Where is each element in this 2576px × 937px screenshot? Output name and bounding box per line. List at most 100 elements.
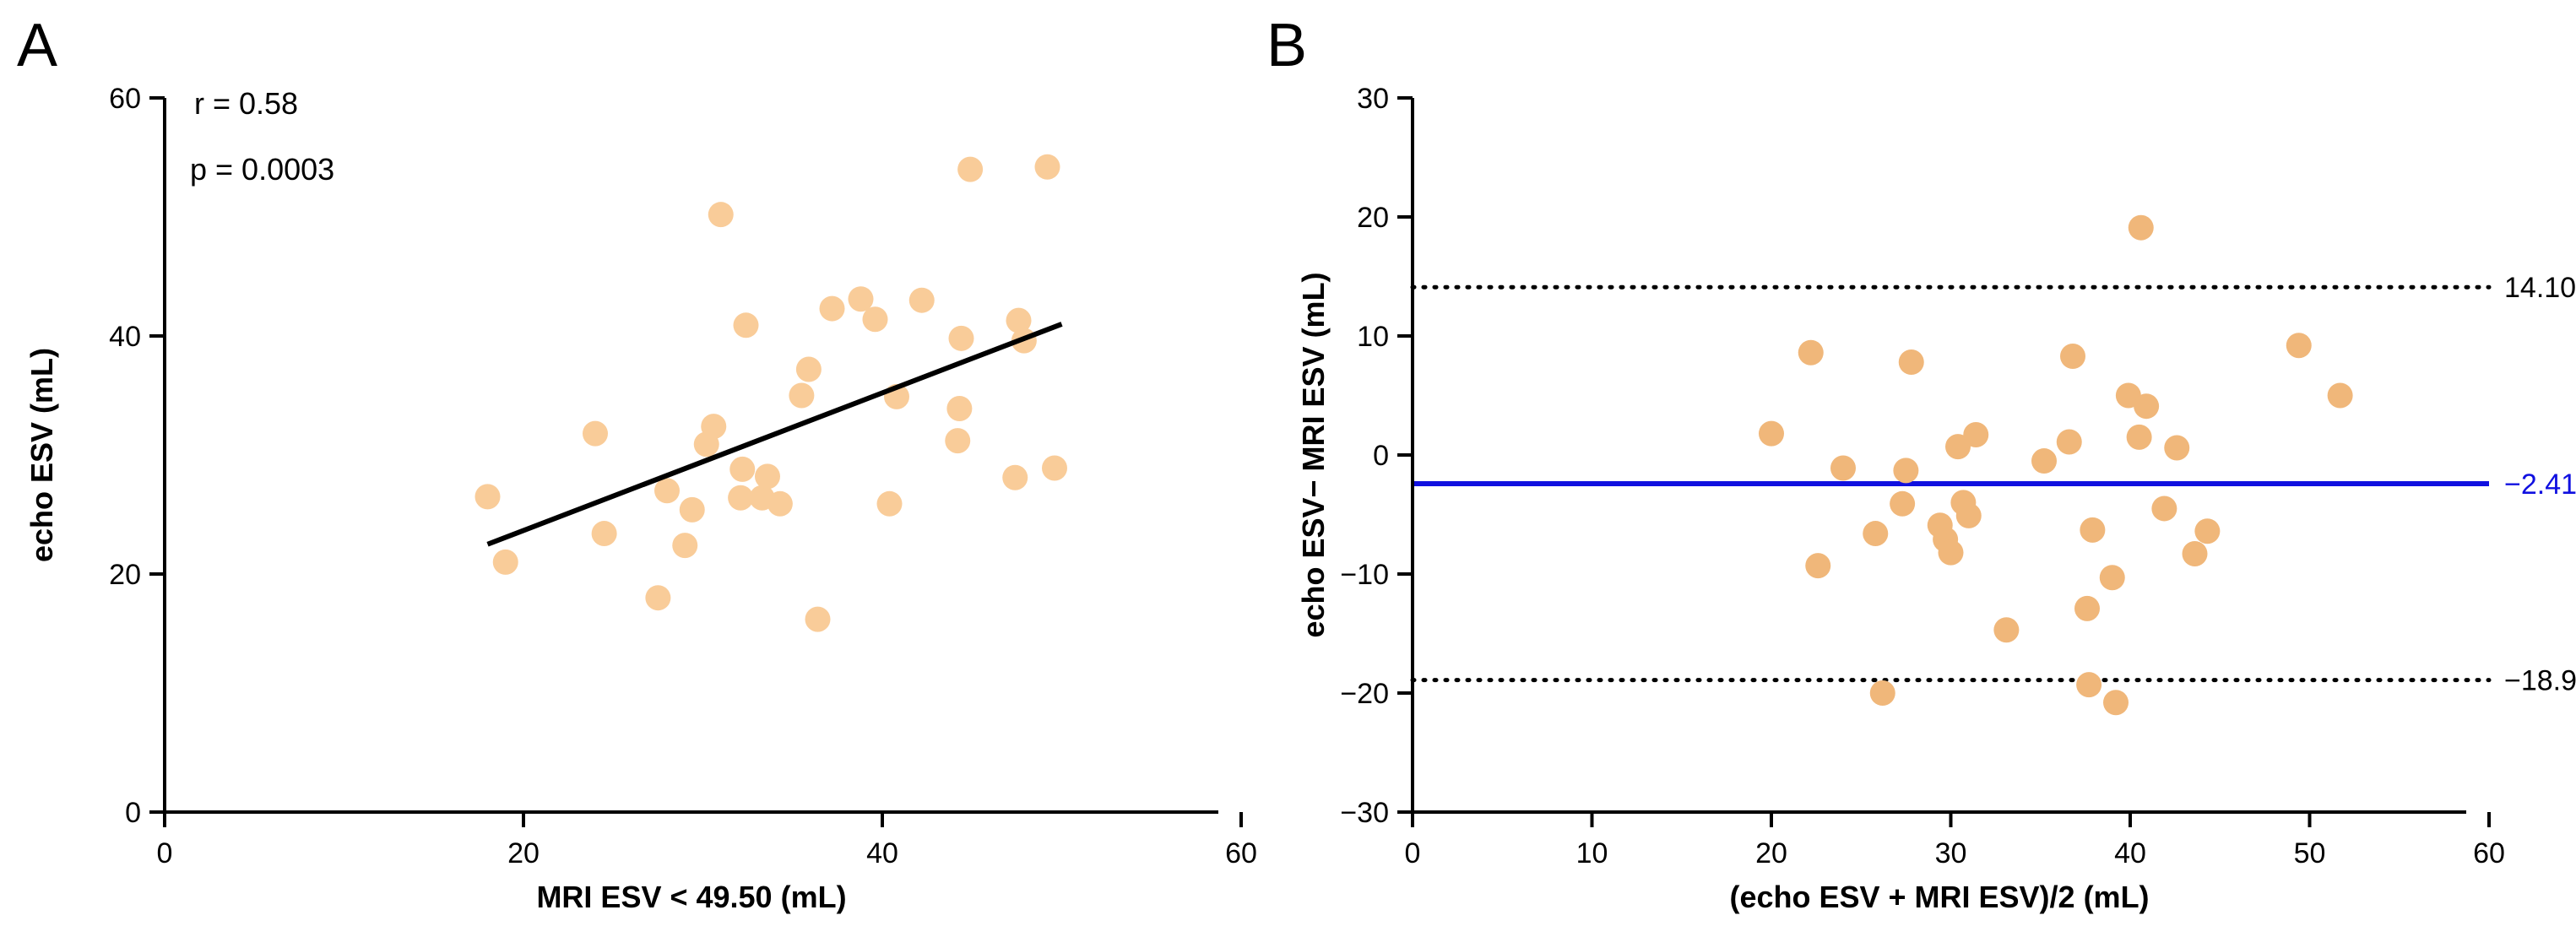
data-point xyxy=(1042,455,1067,481)
x-tick-label: 30 xyxy=(1935,837,1967,869)
y-tick-label: 10 xyxy=(1357,321,1389,353)
x-tick-label: 20 xyxy=(1755,837,1787,869)
reference-line-label: −2.41 xyxy=(2504,468,2576,501)
data-point xyxy=(2099,565,2125,591)
panel-a-points xyxy=(475,154,1067,632)
data-point xyxy=(645,585,671,611)
y-tick-label: −20 xyxy=(1340,678,1389,710)
data-point xyxy=(1830,455,1856,481)
data-point xyxy=(701,414,727,440)
data-point xyxy=(733,312,759,339)
data-point xyxy=(767,490,793,517)
reference-line-label: −18.91 xyxy=(2504,665,2576,697)
data-point xyxy=(2134,393,2160,420)
data-point xyxy=(2182,541,2208,567)
data-point xyxy=(2164,435,2190,461)
panel-b-reference-labels: 14.10 −2.41 −18.91 xyxy=(2504,272,2576,696)
data-point xyxy=(708,202,734,228)
data-point xyxy=(876,490,903,517)
y-tick-label: −30 xyxy=(1340,797,1389,829)
data-point xyxy=(2286,333,2312,359)
data-point xyxy=(1945,434,1971,460)
x-tick-label: 10 xyxy=(1576,837,1608,869)
data-point xyxy=(2126,424,2152,450)
data-point xyxy=(672,533,698,559)
panel-b-x-axis-title: (echo ESV + MRI ESV)/2 (mL) xyxy=(1729,880,2149,914)
x-tick-label: 0 xyxy=(1405,837,1421,869)
panel-a: A 0 20 40 60 0 20 40 60 MRI ESV < 49.50 (mL) e… xyxy=(17,12,1257,914)
panel-a-r-annotation: r = 0.58 xyxy=(194,86,298,121)
panel-a-y-axis-title: echo ESV (mL) xyxy=(24,348,59,562)
data-point xyxy=(729,456,756,482)
data-point xyxy=(1006,307,1032,333)
x-tick-label: 60 xyxy=(1225,837,1257,869)
data-point xyxy=(728,485,754,511)
reference-line-label: 14.10 xyxy=(2504,272,2576,304)
data-point xyxy=(1759,420,1784,447)
data-point xyxy=(957,156,984,182)
data-point xyxy=(1863,521,1889,547)
data-point xyxy=(654,478,680,504)
x-tick-label: 60 xyxy=(2473,837,2505,869)
panel-a-p-annotation: p = 0.0003 xyxy=(190,152,334,187)
data-point xyxy=(862,306,888,333)
x-tick-label: 20 xyxy=(507,837,540,869)
y-tick-label: 40 xyxy=(109,321,141,353)
panel-a-x-ticks: 0 20 40 60 xyxy=(157,812,1257,869)
data-point xyxy=(1963,422,1989,448)
data-point xyxy=(1869,680,1895,706)
data-point xyxy=(948,325,974,351)
data-point xyxy=(1034,154,1060,180)
panel-b-y-ticks: −30 −20 −10 0 10 20 30 xyxy=(1340,83,1413,829)
y-tick-label: −10 xyxy=(1340,559,1389,591)
regression-line xyxy=(486,322,1063,547)
data-point xyxy=(2056,429,2082,455)
data-point xyxy=(1893,458,1919,484)
data-point xyxy=(492,549,518,575)
x-tick-label: 40 xyxy=(2114,837,2146,869)
data-point xyxy=(2076,672,2102,698)
data-point xyxy=(1898,349,1924,376)
data-point xyxy=(679,496,705,523)
data-point xyxy=(1938,539,1964,566)
panel-a-y-ticks: 0 20 40 60 xyxy=(109,83,165,829)
data-point xyxy=(848,286,874,312)
panel-a-x-axis-title: MRI ESV < 49.50 (mL) xyxy=(536,880,846,914)
data-point xyxy=(819,295,845,322)
data-point xyxy=(2031,448,2057,474)
data-point xyxy=(591,521,617,547)
y-tick-label: 20 xyxy=(109,559,141,591)
data-point xyxy=(2074,595,2100,621)
data-point xyxy=(475,484,501,510)
panel-b-y-axis-title: echo ESV− MRI ESV (mL) xyxy=(1296,272,1331,637)
data-point xyxy=(1890,490,1916,517)
data-point xyxy=(2060,343,2085,369)
y-tick-label: 30 xyxy=(1357,83,1389,115)
y-tick-label: 0 xyxy=(125,797,141,829)
x-tick-label: 40 xyxy=(866,837,898,869)
panel-a-fit-group xyxy=(486,322,1063,547)
data-point xyxy=(1993,617,2020,643)
y-tick-label: 20 xyxy=(1357,202,1389,234)
y-tick-label: 0 xyxy=(1373,440,1389,472)
panel-b-letter: B xyxy=(1266,12,1307,79)
data-point xyxy=(1798,339,1824,366)
data-point xyxy=(583,420,608,447)
data-point xyxy=(946,396,973,422)
panel-b-points xyxy=(1759,214,2353,716)
data-point xyxy=(2128,214,2154,241)
x-tick-label: 50 xyxy=(2294,837,2326,869)
data-point xyxy=(2151,496,2177,522)
x-tick-label: 0 xyxy=(157,837,173,869)
data-point xyxy=(2327,382,2353,409)
panel-b-reference-lines xyxy=(1410,284,2492,683)
data-point xyxy=(805,606,831,632)
panel-b: B −30 −20 −10 0 10 20 30 0 10 20 30 40 50 60 (echo E… xyxy=(1266,12,2576,914)
data-point xyxy=(755,463,780,490)
data-point xyxy=(795,356,822,382)
panel-b-x-ticks: 0 10 20 30 40 50 60 xyxy=(1405,812,2505,869)
data-point xyxy=(1002,464,1028,490)
y-tick-label: 60 xyxy=(109,83,141,115)
data-point xyxy=(2194,518,2221,544)
